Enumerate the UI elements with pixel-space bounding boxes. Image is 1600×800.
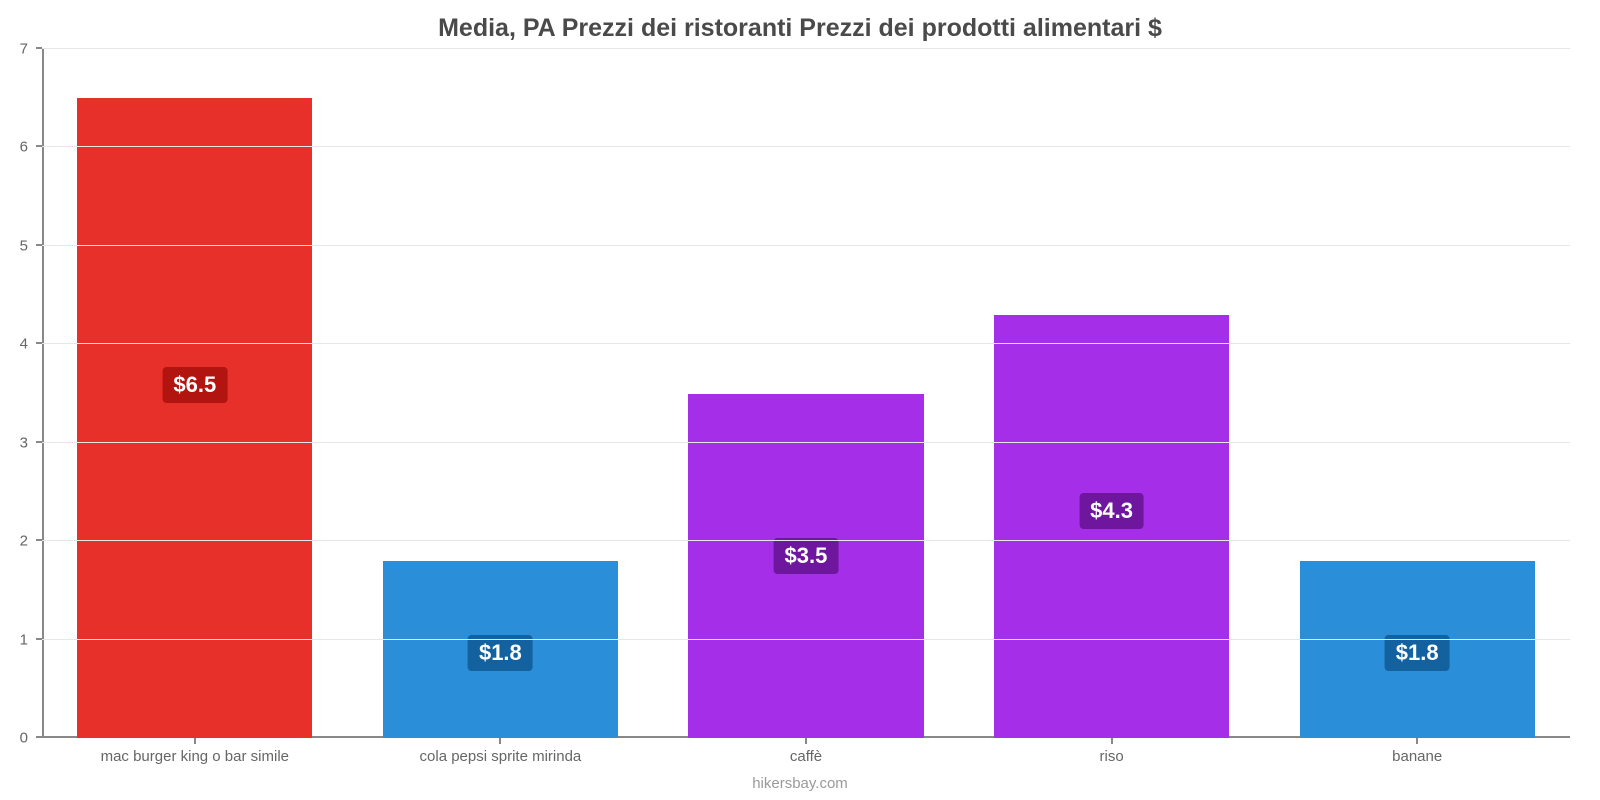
y-tick-label: 4 <box>20 336 42 353</box>
bar-slot: $6.5mac burger king o bar simile <box>42 49 348 738</box>
bar-value-label: $1.8 <box>1385 635 1450 671</box>
bar: $1.8 <box>383 561 618 738</box>
grid-line <box>42 245 1570 246</box>
bars-group: $6.5mac burger king o bar simile$1.8cola… <box>42 49 1570 738</box>
x-tick-label: caffè <box>790 738 822 765</box>
bar-value-label: $1.8 <box>468 635 533 671</box>
x-tick-label: mac burger king o bar simile <box>101 738 289 765</box>
grid-line <box>42 146 1570 147</box>
y-tick-label: 6 <box>20 139 42 156</box>
bar-value-label: $4.3 <box>1079 493 1144 529</box>
y-tick-label: 7 <box>20 41 42 58</box>
grid-line <box>42 639 1570 640</box>
x-tick-label: banane <box>1392 738 1442 765</box>
grid-line <box>42 540 1570 541</box>
plot-area: $6.5mac burger king o bar simile$1.8cola… <box>42 49 1570 738</box>
bar-slot: $1.8cola pepsi sprite mirinda <box>348 49 654 738</box>
x-tick-label: cola pepsi sprite mirinda <box>420 738 582 765</box>
grid-line <box>42 48 1570 49</box>
y-tick-label: 3 <box>20 434 42 451</box>
y-tick-label: 2 <box>20 533 42 550</box>
x-tick-label: riso <box>1099 738 1123 765</box>
chart-title: Media, PA Prezzi dei ristoranti Prezzi d… <box>0 0 1600 49</box>
bar-value-label: $3.5 <box>774 538 839 574</box>
grid-line <box>42 343 1570 344</box>
y-tick-label: 1 <box>20 631 42 648</box>
bar-slot: $4.3riso <box>959 49 1265 738</box>
bar: $1.8 <box>1300 561 1535 738</box>
y-tick-label: 0 <box>20 730 42 747</box>
bar-value-label: $6.5 <box>162 367 227 403</box>
chart-container: Media, PA Prezzi dei ristoranti Prezzi d… <box>0 0 1600 800</box>
bar-slot: $3.5caffè <box>653 49 959 738</box>
bar-slot: $1.8banane <box>1264 49 1570 738</box>
grid-line <box>42 442 1570 443</box>
credit-text: hikersbay.com <box>0 775 1600 792</box>
y-tick-label: 5 <box>20 237 42 254</box>
bar: $6.5 <box>77 98 312 738</box>
bar: $3.5 <box>688 394 923 739</box>
bar: $4.3 <box>994 315 1229 738</box>
